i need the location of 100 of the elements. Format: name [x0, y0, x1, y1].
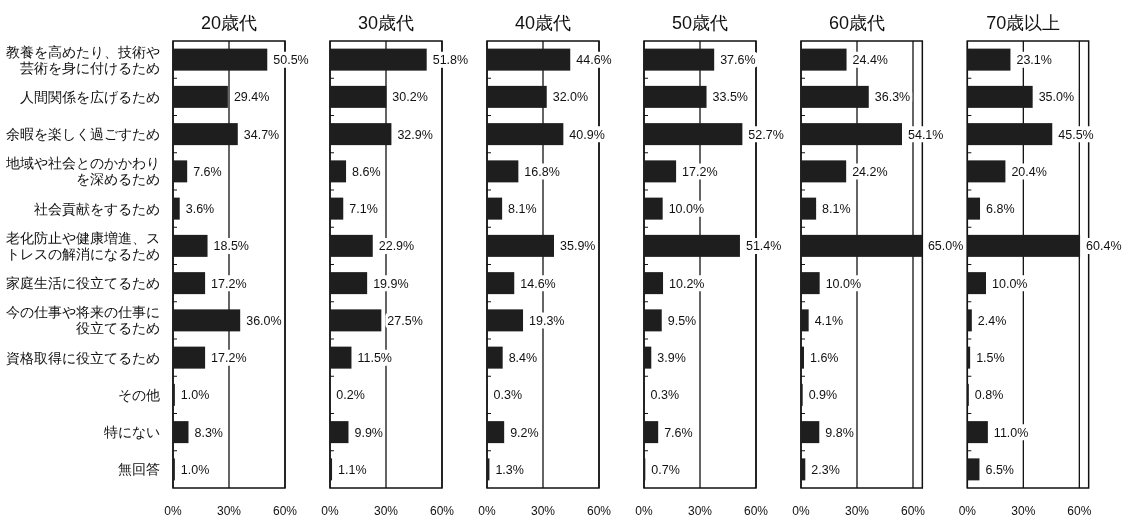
- data-label: 8.4%: [508, 351, 538, 366]
- data-label: 27.5%: [387, 313, 423, 328]
- x-tick-label: 30%: [1011, 504, 1036, 518]
- data-label: 33.5%: [712, 90, 748, 105]
- bar: [330, 309, 382, 332]
- data-label: 32.0%: [552, 90, 589, 105]
- bar: [487, 197, 503, 220]
- chart-title: 20歳代: [200, 13, 258, 33]
- data-label: 10.0%: [825, 276, 862, 291]
- x-tick-label: 30%: [373, 504, 399, 518]
- bar: [644, 346, 652, 369]
- data-label: 1.5%: [976, 351, 1005, 366]
- bar: [487, 272, 515, 295]
- bar: [644, 272, 664, 295]
- bar: [644, 421, 659, 444]
- bar: [801, 234, 923, 257]
- bar: [330, 272, 368, 295]
- data-label: 34.7%: [243, 127, 280, 142]
- x-tick-label: 60%: [743, 504, 769, 518]
- data-label: 29.4%: [233, 90, 270, 105]
- y-tick-label: 人間関係を広げるため: [20, 89, 160, 105]
- data-label: 8.1%: [822, 202, 851, 217]
- bar: [173, 160, 188, 183]
- bar: [801, 48, 847, 71]
- x-tick-label: 60%: [900, 504, 926, 518]
- data-label: 9.8%: [825, 425, 854, 440]
- bar: [801, 160, 847, 183]
- data-label: 10.0%: [992, 276, 1028, 291]
- bar: [173, 197, 180, 220]
- data-label: 9.9%: [354, 425, 383, 440]
- y-tick-label: 無回答: [118, 462, 160, 478]
- data-label: 16.8%: [524, 164, 560, 179]
- y-tick-label: 余暇を楽しく過ごすため: [6, 127, 160, 143]
- data-label: 19.9%: [373, 276, 409, 291]
- data-label: 35.0%: [1038, 90, 1075, 105]
- bar: [801, 197, 817, 220]
- data-label: 7.1%: [349, 202, 378, 217]
- data-label: 37.6%: [720, 53, 756, 68]
- data-label: 17.2%: [682, 164, 718, 179]
- data-label: 0.7%: [651, 462, 680, 477]
- bar: [801, 458, 806, 481]
- bar: [487, 48, 571, 71]
- bar: [330, 85, 387, 108]
- bar: [330, 346, 352, 369]
- data-label: 1.0%: [180, 462, 210, 477]
- data-label: 0.8%: [974, 388, 1004, 403]
- x-tick-label: 0%: [792, 504, 810, 518]
- bar: [330, 421, 349, 444]
- data-label: 44.6%: [576, 53, 612, 68]
- data-label: 17.2%: [211, 276, 247, 291]
- bar: [801, 123, 902, 146]
- data-label: 51.8%: [432, 53, 469, 68]
- data-label: 9.2%: [510, 425, 539, 440]
- data-label: 51.4%: [745, 239, 782, 254]
- bar: [967, 309, 972, 332]
- bar: [330, 160, 347, 183]
- bar: [967, 48, 1011, 71]
- data-label: 32.9%: [397, 127, 433, 142]
- data-label: 1.0%: [180, 388, 210, 403]
- data-label: 2.4%: [977, 313, 1007, 328]
- data-label: 30.2%: [392, 90, 428, 105]
- bar: [644, 309, 662, 332]
- y-tick-label: 社会貢献をするため: [34, 201, 160, 217]
- data-label: 11.0%: [993, 425, 1029, 440]
- bar: [967, 346, 971, 369]
- bar: [801, 309, 809, 332]
- y-tick-label: 今の仕事や将来の仕事に役立てるため: [6, 305, 160, 337]
- x-tick-label: 0%: [958, 504, 977, 518]
- data-label: 20.4%: [1011, 164, 1047, 179]
- data-label: 7.6%: [664, 425, 693, 440]
- bar: [173, 272, 206, 295]
- bar: [644, 48, 715, 71]
- x-tick-label: 60%: [429, 504, 455, 518]
- bar: [487, 85, 547, 108]
- bar: [644, 234, 740, 257]
- x-tick-label: 30%: [216, 504, 242, 518]
- bar: [173, 48, 268, 71]
- x-tick-label: 60%: [1067, 504, 1092, 518]
- data-label: 10.2%: [669, 276, 705, 291]
- bar: [801, 421, 820, 444]
- data-label: 36.3%: [874, 90, 911, 105]
- data-label: 2.3%: [811, 462, 840, 477]
- data-label: 45.5%: [1058, 127, 1094, 142]
- data-label: 65.0%: [927, 239, 964, 254]
- bar: [330, 234, 373, 257]
- x-tick-label: 60%: [586, 504, 612, 518]
- bar: [967, 160, 1006, 183]
- bar: [967, 272, 986, 295]
- data-label: 22.9%: [378, 239, 415, 254]
- y-tick-label: 教養を高めたり、技術や芸術を身に付けるため: [6, 44, 160, 76]
- x-tick-label: 0%: [635, 504, 653, 518]
- bar: [487, 346, 503, 369]
- data-label: 1.1%: [338, 462, 367, 477]
- bar: [967, 458, 980, 481]
- bar: [173, 421, 189, 444]
- data-label: 36.0%: [246, 313, 282, 328]
- bar: [487, 421, 505, 444]
- data-label: 10.0%: [668, 202, 705, 217]
- data-label: 6.8%: [986, 202, 1015, 217]
- bar: [644, 160, 677, 183]
